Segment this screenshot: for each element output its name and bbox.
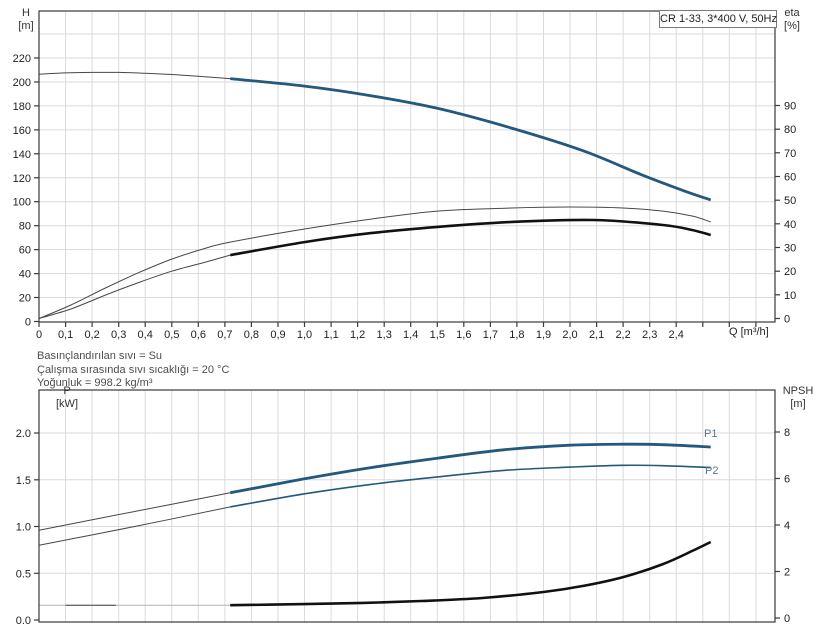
liquid-info-block: Basınçlandırılan sıvı = Su Çalışma sıras…: [37, 350, 229, 391]
p2-curve-label: P2: [705, 465, 719, 477]
eta-axis-symbol: eta: [784, 7, 800, 19]
svg-text:100: 100: [13, 197, 31, 209]
svg-text:0,2: 0,2: [84, 329, 99, 341]
svg-text:120: 120: [13, 173, 31, 185]
svg-text:180: 180: [13, 101, 31, 113]
head-axis-units: [m]: [18, 20, 34, 32]
svg-text:1,6: 1,6: [456, 329, 471, 341]
power-axis-units: [kW]: [56, 398, 78, 410]
head-axis-symbol: H: [22, 7, 30, 19]
info-line-temperature: Çalışma sırasında sıvı sıcaklığı = 20 °C: [37, 363, 230, 376]
power-axis-symbol: P: [63, 385, 71, 397]
svg-text:1,0: 1,0: [297, 329, 312, 341]
svg-text:0,3: 0,3: [111, 329, 126, 341]
eta-axis-unit: eta [%]: [772, 7, 812, 33]
svg-text:0: 0: [784, 613, 790, 625]
svg-text:20: 20: [784, 266, 796, 278]
svg-text:50: 50: [784, 195, 796, 207]
svg-text:0: 0: [784, 314, 790, 326]
svg-text:2.0: 2.0: [16, 428, 31, 440]
power-axis-unit: P [kW]: [47, 385, 87, 411]
svg-text:1,2: 1,2: [350, 329, 365, 341]
p1-curve-label: P1: [704, 428, 718, 440]
svg-text:2,2: 2,2: [615, 329, 630, 341]
svg-text:8: 8: [784, 427, 790, 439]
svg-text:1,5: 1,5: [430, 329, 445, 341]
svg-text:0,5: 0,5: [164, 329, 179, 341]
head-axis-unit: H [m]: [6, 7, 46, 33]
svg-text:2: 2: [784, 567, 790, 579]
npsh-axis-unit: NPSH [m]: [776, 385, 820, 411]
svg-text:1.5: 1.5: [16, 475, 31, 487]
svg-text:2,1: 2,1: [589, 329, 604, 341]
svg-text:1,1: 1,1: [323, 329, 338, 341]
svg-text:90: 90: [784, 101, 796, 113]
svg-text:40: 40: [19, 269, 31, 281]
svg-text:0.0: 0.0: [16, 615, 31, 627]
svg-text:0,6: 0,6: [191, 329, 206, 341]
svg-text:0,9: 0,9: [270, 329, 285, 341]
svg-text:160: 160: [13, 125, 31, 137]
svg-text:140: 140: [13, 149, 31, 161]
svg-text:80: 80: [19, 221, 31, 233]
svg-text:1,7: 1,7: [483, 329, 498, 341]
svg-text:0,7: 0,7: [217, 329, 232, 341]
flow-axis-label: Q [m³/h]: [729, 326, 769, 338]
npsh-axis-symbol: NPSH: [782, 385, 814, 397]
svg-text:0,8: 0,8: [244, 329, 259, 341]
svg-text:2,0: 2,0: [562, 329, 577, 341]
eta-axis-units: [%]: [784, 20, 800, 32]
svg-text:0: 0: [36, 329, 42, 341]
svg-text:0,4: 0,4: [138, 329, 153, 341]
svg-text:200: 200: [13, 77, 31, 89]
svg-text:30: 30: [784, 243, 796, 255]
svg-text:10: 10: [784, 290, 796, 302]
svg-text:0.5: 0.5: [16, 568, 31, 580]
svg-text:1,9: 1,9: [536, 329, 551, 341]
svg-text:60: 60: [784, 172, 796, 184]
npsh-axis-units: [m]: [790, 398, 806, 410]
svg-text:2,3: 2,3: [642, 329, 657, 341]
svg-text:220: 220: [13, 53, 31, 65]
svg-text:40: 40: [784, 219, 796, 231]
svg-text:1,8: 1,8: [509, 329, 524, 341]
svg-text:2,4: 2,4: [669, 329, 684, 341]
svg-text:0,1: 0,1: [58, 329, 73, 341]
svg-text:0: 0: [25, 317, 31, 329]
svg-text:6: 6: [784, 474, 790, 486]
svg-text:20: 20: [19, 293, 31, 305]
info-line-liquid: Basınçlandırılan sıvı = Su: [37, 350, 163, 362]
svg-text:70: 70: [784, 148, 796, 160]
info-line-density: Yoğunluk = 998.2 kg/m³: [37, 377, 153, 389]
svg-text:60: 60: [19, 245, 31, 257]
svg-text:80: 80: [784, 124, 796, 136]
svg-text:4: 4: [784, 520, 790, 532]
svg-text:1.0: 1.0: [16, 522, 31, 534]
svg-text:1,3: 1,3: [377, 329, 392, 341]
svg-text:1,4: 1,4: [403, 329, 418, 341]
pump-model-badge: CR 1-33, 3*400 V, 50Hz: [659, 10, 777, 28]
